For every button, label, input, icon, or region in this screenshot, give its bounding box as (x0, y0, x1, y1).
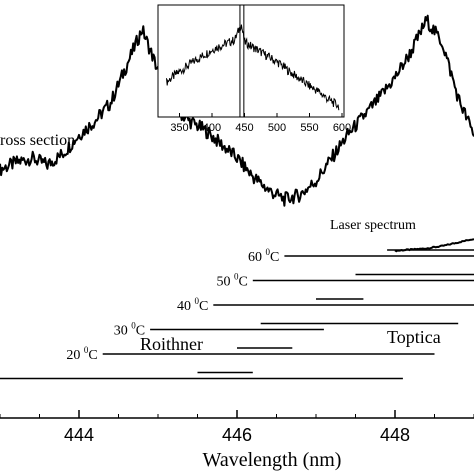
inset-spectrum-line (166, 24, 340, 111)
temperature-label: 20 0C (66, 345, 97, 363)
x-tick-label: 444 (64, 425, 94, 445)
cross-section-label: ross section (0, 132, 75, 149)
x-tick-label: 448 (380, 425, 410, 445)
inset-x-tick-label: 350 (170, 122, 188, 134)
laser-spectrum-label: Laser spectrum (330, 218, 416, 233)
temperature-row: 50 0C (216, 272, 474, 290)
inset-frame (157, 4, 345, 118)
inset-x-tick-label: 500 (268, 122, 286, 134)
x-tick-layer: 444 446 448 (0, 410, 474, 445)
temperature-label: 60 0C (248, 247, 279, 265)
temperature-row: 20 0C (66, 345, 435, 363)
cross-section-curve-layer (0, 14, 474, 207)
temperature-label: 50 0C (216, 272, 247, 290)
inset-x-tick-label: 600 (333, 122, 351, 134)
toptica-label: Toptica (387, 327, 441, 347)
temperature-label: 30 0C (114, 321, 145, 339)
temperature-row: 40 0C (177, 296, 474, 314)
inset-curve-layer (166, 24, 340, 111)
x-tick-label: 446 (222, 425, 252, 445)
inset-chart: 350 400 450 500 550 600 (157, 4, 351, 134)
inset-x-tick-label: 450 (235, 122, 253, 134)
inset-marker-layer (239, 5, 245, 117)
temperature-row: 60 0C (248, 247, 474, 265)
temperature-row: 30 0C (114, 321, 459, 339)
inset-tick-layer: 350 400 450 500 550 600 (170, 113, 351, 134)
cross-section-line (0, 14, 474, 207)
inset-x-tick-label: 550 (300, 122, 318, 134)
inset-x-tick-label: 400 (203, 122, 221, 134)
roithner-label: Roithner (140, 334, 203, 354)
x-axis-label: Wavelength (nm) (203, 449, 342, 471)
temperature-row: 0C (0, 371, 403, 380)
temperature-label: 40 0C (177, 296, 208, 314)
